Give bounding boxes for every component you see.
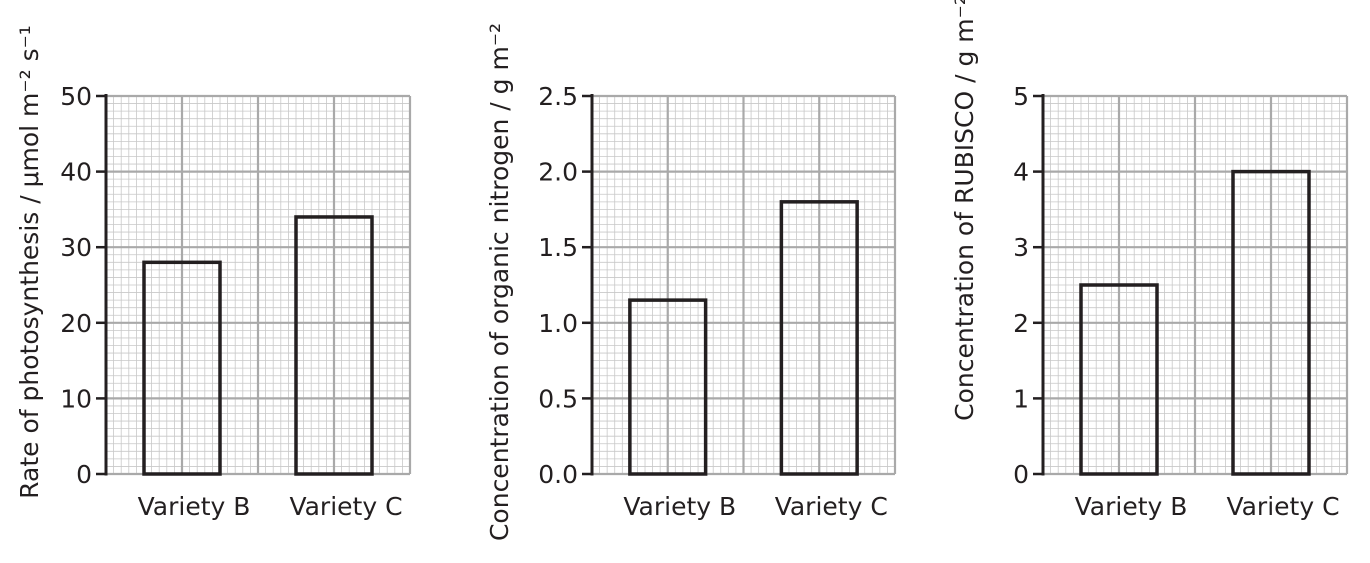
y-tick-label: 1.5	[538, 233, 578, 262]
y-tick-label: 20	[60, 309, 92, 338]
y-tick-label: 10	[60, 384, 92, 413]
y-tick-label: 0.0	[538, 460, 578, 489]
x-tick-label: Variety C	[775, 492, 888, 521]
y-tick-label: 2	[1013, 309, 1029, 338]
x-tick-label: Variety B	[623, 492, 736, 521]
chart-photosynthesis: Variety B Variety C 0 10 20 30 40 50 Rate of pho…	[0, 0, 440, 563]
chart-svg: Variety B Variety C 0 10 20 30 40 50 Rate of pho…	[15, 25, 412, 521]
y-axis-label: Concentration of organic nitrogen / g m⁻…	[485, 23, 514, 541]
y-tick-label: 0	[76, 460, 92, 489]
y-axis-label: Rate of photosynthesis / μmol m⁻² s⁻¹	[15, 25, 44, 499]
bar-variety-b	[1079, 283, 1159, 476]
bar-variety-c	[1231, 169, 1311, 476]
y-tick-label: 0.5	[538, 384, 578, 413]
y-tick-label: 1	[1013, 384, 1029, 413]
bar-variety-b	[628, 298, 708, 476]
x-tick-label: Variety B	[1075, 492, 1188, 521]
chart-svg: Variety B Variety C 0 1 2 3 4 5 Concentration of…	[950, 0, 1349, 521]
chart-svg: Variety B Variety C 0.0 0.5 1.0 1.5 2.0 2.5 Conc…	[485, 23, 897, 541]
y-tick-label: 30	[60, 233, 92, 262]
x-tick-label: Variety C	[1226, 492, 1339, 521]
y-tick-label: 2.5	[538, 82, 578, 111]
chart-rubisco: Variety B Variety C 0 1 2 3 4 5 Concentration of…	[935, 0, 1370, 563]
bar-variety-c	[294, 215, 374, 476]
x-tick-label: Variety B	[138, 492, 251, 521]
x-tick-label: Variety C	[289, 492, 402, 521]
y-tick-label: 40	[60, 158, 92, 187]
bar-variety-b	[142, 260, 222, 476]
y-tick-label: 0	[1013, 460, 1029, 489]
y-tick-label: 2.0	[538, 158, 578, 187]
y-tick-label: 50	[60, 82, 92, 111]
y-tick-label: 4	[1013, 158, 1029, 187]
major-grid	[590, 94, 897, 476]
bar-variety-c	[779, 200, 859, 476]
y-tick-label: 1.0	[538, 309, 578, 338]
chart-organic-nitrogen: Variety B Variety C 0.0 0.5 1.0 1.5 2.0 2.5 Conc…	[470, 0, 930, 563]
y-axis-label: Concentration of RUBISCO / g m⁻²	[950, 0, 979, 421]
y-tick-label: 3	[1013, 233, 1029, 262]
y-tick-label: 5	[1013, 82, 1029, 111]
